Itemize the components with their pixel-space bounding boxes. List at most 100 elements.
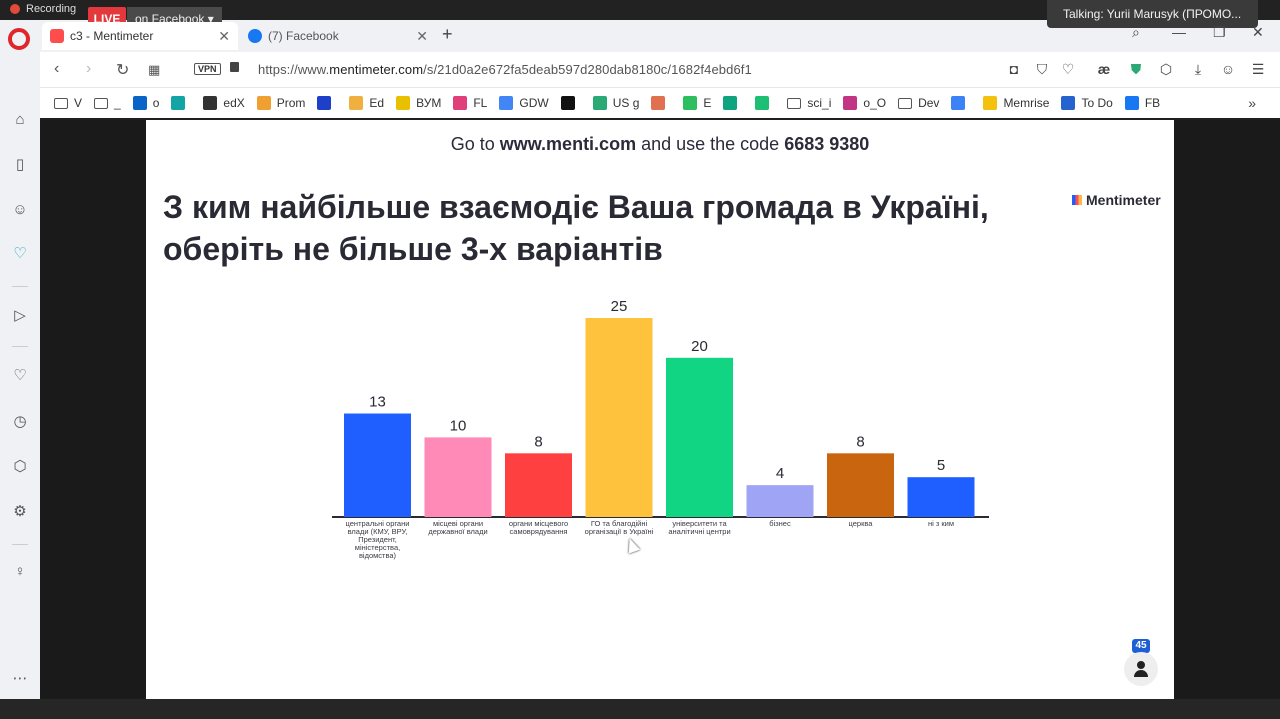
vum-icon — [396, 96, 411, 110]
bookmark-item[interactable]: o — [132, 96, 159, 110]
close-window-button[interactable]: ✕ — [1252, 24, 1264, 40]
home-icon[interactable]: ⌂ — [15, 111, 25, 128]
bar-7 — [827, 453, 894, 517]
sidebar-more-icon[interactable]: ⋯ — [12, 670, 28, 687]
new-tab-button[interactable]: + — [442, 24, 453, 44]
bookmarks-more-icon[interactable]: » — [1248, 95, 1256, 111]
account-icon[interactable]: ☺ — [1220, 61, 1236, 77]
bookmark-item[interactable]: E — [683, 96, 711, 110]
tips-bulb-icon[interactable]: ♀ — [14, 563, 26, 580]
close-tab-icon[interactable]: ✕ — [416, 27, 428, 44]
bookmark-item[interactable]: edX — [203, 96, 245, 110]
adblock-shield-icon[interactable]: ⛉ — [1036, 61, 1048, 77]
camera-icon[interactable]: ◘ — [1009, 61, 1019, 77]
lock-icon[interactable] — [230, 62, 239, 72]
tab-mentimeter[interactable]: c3 - Mentimeter ✕ — [42, 22, 238, 50]
settings-gear-icon[interactable]: ⚙ — [13, 503, 27, 520]
maximize-button[interactable]: ❐ — [1213, 24, 1226, 40]
bookmark-item[interactable]: Ed — [349, 96, 384, 110]
tab-search-icon[interactable]: ⌕ — [1132, 24, 1140, 40]
u-icon — [171, 96, 186, 110]
bookmark-item[interactable]: Prom — [256, 96, 305, 110]
folder-icon — [898, 97, 913, 109]
bar-value-label: 25 — [611, 298, 628, 315]
close-tab-icon[interactable]: ✕ — [218, 27, 230, 44]
bookmark-item[interactable]: _ — [94, 96, 121, 110]
bookmark-label: To Do — [1081, 96, 1113, 110]
participant-count-badge: 45 — [1132, 639, 1150, 653]
bookmark-item[interactable]: o_O — [843, 96, 886, 110]
bookmark-item[interactable]: ВУМ — [396, 96, 441, 110]
ae-extension-icon[interactable]: æ — [1097, 61, 1111, 77]
chatgpt-icon — [723, 96, 738, 110]
memrise-icon — [983, 96, 998, 110]
bookmark-item[interactable] — [171, 96, 191, 110]
join-instructions: Go to www.menti.com and use the code 668… — [450, 134, 870, 154]
bookmark-item[interactable] — [651, 96, 671, 110]
join-site[interactable]: www.menti.com — [499, 134, 637, 154]
bookmark-label: FB — [1144, 96, 1161, 110]
folder-icon — [787, 97, 802, 109]
speed-dial-icon[interactable]: ▦ — [148, 62, 161, 77]
bookmark-item[interactable] — [317, 96, 337, 110]
outlook-icon — [132, 96, 147, 110]
bookmark-item[interactable]: sci_i — [787, 96, 831, 110]
sidebar: ⌂ ▯ ☺ ♡ ▷ ♡ ◷ ⬡ ⚙ ♀ ⋯ — [0, 52, 40, 719]
shield-extension-icon[interactable]: ⛊ — [1130, 61, 1142, 77]
mentimeter-logo: Mentimeter — [1072, 192, 1161, 208]
bookmark-item[interactable]: US g — [592, 96, 639, 110]
tab-facebook[interactable]: (7) Facebook ✕ — [240, 22, 436, 50]
pinboard-icon[interactable]: ♡ — [13, 245, 27, 262]
recording-label: Recording — [26, 3, 77, 15]
reader-icon[interactable]: ▯ — [15, 156, 25, 173]
bookmark-item[interactable] — [951, 96, 971, 110]
emoji-icon[interactable]: ☺ — [12, 201, 28, 218]
bookmark-item[interactable]: V — [54, 96, 82, 110]
minimize-button[interactable]: — — [1172, 24, 1186, 40]
bar-value-label: 20 — [691, 338, 708, 355]
bookmark-item[interactable] — [755, 96, 775, 110]
opera-menu-icon[interactable] — [8, 28, 30, 50]
bookmark-item[interactable] — [723, 96, 743, 110]
bookmark-item[interactable] — [560, 96, 581, 110]
category-label: церква — [849, 519, 874, 528]
reload-button[interactable]: ↻ — [116, 62, 130, 79]
back-button[interactable]: ‹ — [54, 60, 60, 77]
bar-value-label: 10 — [450, 417, 467, 434]
bookmark-item[interactable]: Dev — [898, 96, 939, 110]
facebook-favicon-icon — [248, 29, 262, 43]
history-icon[interactable]: ◷ — [13, 413, 27, 430]
sidebar-divider — [12, 544, 28, 545]
bookmarks-icon[interactable]: ♡ — [13, 367, 27, 384]
heart-icon[interactable]: ♡ — [1061, 61, 1075, 77]
participants-button[interactable] — [1124, 652, 1158, 686]
globe-icon — [951, 96, 966, 110]
download-icon[interactable]: ⤓ — [1194, 61, 1202, 77]
category-label: державної влади — [428, 527, 487, 536]
taskbar-strip — [0, 699, 1280, 719]
bookmark-item[interactable]: To Do — [1061, 96, 1113, 110]
todo-icon — [1061, 96, 1076, 110]
facebook-icon — [1124, 96, 1139, 110]
bar-1 — [344, 413, 411, 517]
url-field[interactable]: https://www.mentimeter.com/s/21d0a2e672f… — [258, 62, 752, 77]
vpn-badge[interactable]: VPN — [194, 63, 221, 75]
cube-extension-icon[interactable]: ⬡ — [1159, 61, 1173, 77]
forward-button[interactable]: › — [86, 60, 92, 77]
player-icon[interactable]: ▷ — [14, 307, 26, 324]
mentimeter-favicon-icon — [50, 29, 64, 43]
talking-indicator: Talking: Yurii Marusyk (ПРОМО... — [1047, 0, 1258, 28]
bookmark-item[interactable]: Memrise — [983, 96, 1049, 110]
category-label: самоврядування — [510, 527, 568, 536]
edx-icon — [203, 96, 218, 110]
bookmark-item[interactable]: FB — [1124, 96, 1161, 110]
bookmark-item[interactable]: GDW — [499, 96, 549, 110]
bookmark-item[interactable]: FL — [453, 96, 487, 110]
category-label: аналітичні центри — [668, 527, 730, 536]
easy-setup-icon[interactable]: ☰ — [1251, 61, 1265, 77]
bar-value-label: 13 — [369, 394, 386, 411]
bookmark-label: sci_i — [807, 96, 832, 110]
extensions-icon[interactable]: ⬡ — [13, 458, 27, 475]
category-label: ГО та благодійні — [591, 519, 648, 528]
